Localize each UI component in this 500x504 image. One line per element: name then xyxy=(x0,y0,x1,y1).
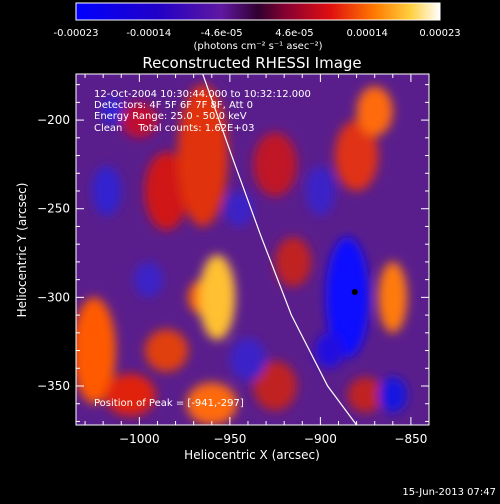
intensity-blob xyxy=(101,97,124,126)
intensity-blob xyxy=(144,152,189,230)
intensity-blob xyxy=(186,382,238,425)
y-axis-label: Heliocentric Y (arcsec) xyxy=(15,183,29,318)
intensity-blob xyxy=(314,332,344,369)
footer-timestamp: 15-Jun-2013 07:47 xyxy=(402,487,496,498)
colorbar-tick-label: 0.00023 xyxy=(419,28,460,39)
y-tick-label: −250 xyxy=(37,202,70,216)
y-tick-label: −200 xyxy=(37,113,70,127)
colorbar-tick-label: -0.00014 xyxy=(126,28,171,39)
intensity-blob xyxy=(356,86,393,137)
plot-frame xyxy=(75,73,430,426)
intensity-blob xyxy=(253,132,297,197)
chart-title: Reconstructed RHESSI Image xyxy=(142,54,361,72)
colorbar-ticks: -0.00023 -0.00014 -4.6e-05 4.6e-05 0.00014 0.… xyxy=(54,28,461,39)
x-tick-label: −850 xyxy=(394,432,427,446)
intensity-blob xyxy=(378,377,408,413)
intensity-blob xyxy=(199,254,236,340)
solar-limb-curve xyxy=(202,74,358,425)
colorbar-tick-label: -4.6e-05 xyxy=(201,28,243,39)
intensity-blob xyxy=(76,297,116,404)
x-tick-label: −900 xyxy=(304,432,337,446)
intensity-blob xyxy=(253,361,297,411)
intensity-blob xyxy=(121,102,158,138)
intensity-blob xyxy=(325,237,370,358)
intensity-blob xyxy=(177,84,229,227)
annotation-detectors: Detectors: 4F 5F 6F 7F 8F, Att 0 xyxy=(94,100,253,111)
x-axis-label: Heliocentric X (arcsec) xyxy=(184,448,320,462)
colorbar-tick-label: 4.6e-05 xyxy=(275,28,313,39)
intensity-blob xyxy=(305,166,335,216)
colorbar xyxy=(75,2,441,21)
colorbar-tick-label: 0.00014 xyxy=(347,28,388,39)
intensity-blob xyxy=(347,377,384,413)
annotation-energy: Energy Range: 25.0 - 50.0 keV xyxy=(94,111,247,122)
intensity-blob xyxy=(378,261,408,333)
intensity-blob xyxy=(104,373,156,417)
colorbar-tick-label: -0.00023 xyxy=(54,28,99,39)
intensity-blob xyxy=(229,338,267,381)
intensity-blob xyxy=(92,166,122,216)
colorbar-units: (photons cm⁻² s⁻¹ asec⁻²) xyxy=(193,41,322,52)
axes: −1000 −950 −900 −850 −200 −250 −300 −350 xyxy=(37,74,429,446)
x-tick-label: −950 xyxy=(213,432,246,446)
intensity-blob xyxy=(133,261,163,298)
annotation-time: 12-Oct-2004 10:30:44.000 to 10:32:12.000 xyxy=(94,89,311,100)
source-marker xyxy=(351,289,358,296)
intensity-blob xyxy=(144,329,189,372)
intensity-blob xyxy=(334,120,379,191)
intensity-blob xyxy=(224,191,254,227)
y-tick-label: −300 xyxy=(37,290,70,304)
y-tick-label: −350 xyxy=(37,379,70,393)
heatmap-area xyxy=(76,74,429,425)
annotation-counts: Clean Total counts: 1.62E+03 xyxy=(94,123,254,134)
peak-position-label: Position of Peak = [-941,-297] xyxy=(94,398,244,409)
x-tick-label: −1000 xyxy=(119,432,160,446)
intensity-blob xyxy=(275,237,312,287)
